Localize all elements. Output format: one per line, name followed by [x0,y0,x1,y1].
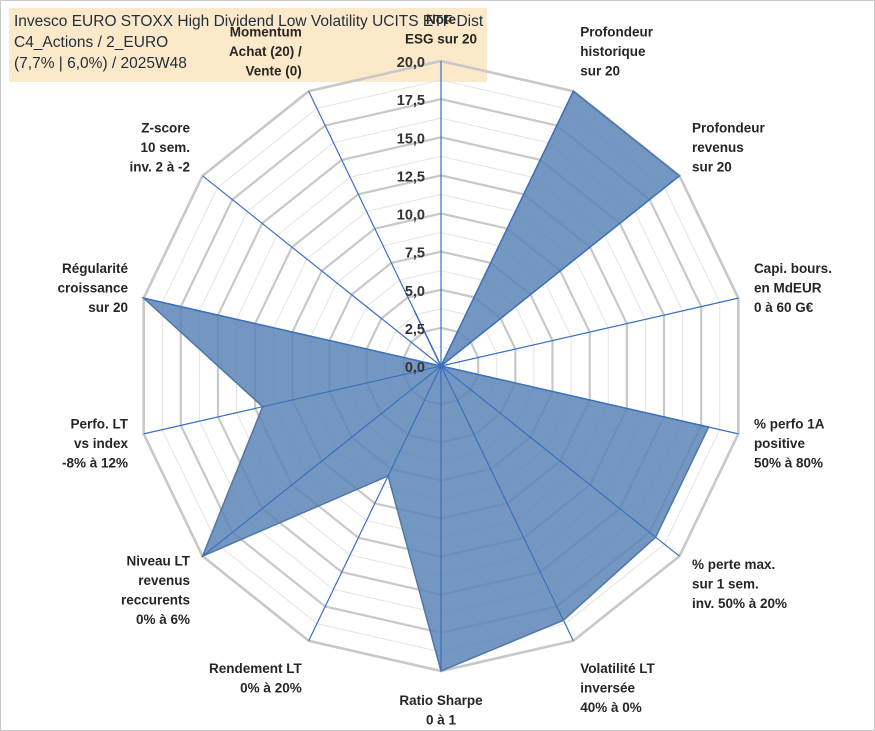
axis-label-line: sur 1 sem. [692,577,759,592]
spoke-line [308,90,442,367]
axis-label: Z-score 10 sem. inv. 2 à -2 [130,120,191,174]
axis-label: Profondeur revenus sur 20 [692,120,765,174]
axis-label-line: 0 à 60 G€ [754,300,814,315]
axis-label-line: sur 20 [692,159,732,174]
axis-label-line: vs index [74,436,129,451]
axis-label-line: reccurents [121,592,190,607]
tick-label: 20,0 [397,55,425,71]
axis-label-line: sur 20 [580,63,620,78]
axis-label-line: 0% à 6% [136,612,190,627]
spokes [143,61,739,671]
tick-label: 12,5 [397,169,425,185]
axis-label-line: % perte max. [692,557,775,572]
axis-label: Régularité croissance sur 20 [58,261,129,315]
axis-label-line: % perfo 1A [754,417,825,432]
axis-label-line: Perfo. LT [71,417,129,432]
axis-label: Note ESG sur 20 [405,12,477,47]
axis-label-line: inv. 50% à 20% [692,596,787,611]
chart-title: Invesco EURO STOXX High Dividend Low Vol… [14,11,483,74]
title-line-1: Invesco EURO STOXX High Dividend Low Vol… [14,13,484,30]
spoke-line [440,297,739,367]
axis-label-line: sur 20 [88,300,128,315]
spoke-line [440,365,680,557]
axis-label-line: Niveau LT [127,553,191,568]
spoke-line [440,365,574,642]
axis-label: Niveau LT revenus reccurents 0% à 6% [121,553,191,627]
tick-label: 15,0 [397,131,425,147]
tick-label: 17,5 [397,93,425,109]
spoke-line [143,297,442,367]
axis-label-line: Momentum [230,24,302,39]
axis-label-line: Régularité [62,261,129,276]
axis-label-line: positive [754,436,806,451]
axis-label: % perfo 1A positive 50% à 80% [754,417,825,471]
axis-label-line: Achat (20) / [229,44,302,59]
axis-label: Rendement LT 0% à 20% [209,661,303,696]
spoke-line [202,365,442,557]
axis-label-line: 10 sem. [140,140,190,155]
spoke-line [143,365,442,435]
axis-label-line: 0 à 1 [426,713,457,728]
tick-labels: 0,0 2,5 5,0 7,5 10,0 12,5 15,0 17,5 20,0 [397,55,425,376]
axis-label-line: 50% à 80% [754,456,823,471]
axis-label-line: -8% à 12% [62,456,128,471]
axis-label-line: Capi. bours. [754,261,832,276]
title-line-3: (7,7% | 6,0%) / 2025W48 [14,55,187,72]
axis-label-line: Rendement LT [209,661,303,676]
axis-label-line: Vente (0) [245,63,301,78]
axis-label: Momentum Achat (20) / Vente (0) [229,24,302,78]
axis-label-line: Ratio Sharpe [399,693,483,708]
axis-label-line: Volatilité LT [580,661,655,676]
axis-label: Ratio Sharpe 0 à 1 [399,693,483,728]
axis-label-line: 0% à 20% [240,681,302,696]
spoke-line [440,175,680,367]
axis-label-line: revenus [138,573,190,588]
axis-label-line: croissance [58,280,129,295]
axis-label: Profondeur historique sur 20 [580,24,653,78]
axis-label: Perfo. LT vs index -8% à 12% [62,417,129,471]
spoke-line [440,90,574,367]
axis-label-line: historique [580,44,646,59]
tick-label: 0,0 [405,360,425,376]
axis-label: % perte max. sur 1 sem. inv. 50% à 20% [692,557,787,611]
tick-label: 5,0 [405,284,425,300]
axis-label: Capi. bours. en MdEUR 0 à 60 G€ [754,261,832,315]
axis-label-line: en MdEUR [754,280,822,295]
axis-label-line: Note [426,12,456,27]
title-line-2: C4_Actions / 2_EURO [14,34,169,51]
axis-label-line: Z-score [141,120,190,135]
axis-labels: Note ESG sur 20 Profondeur historique sur 20… [58,12,832,728]
tick-label: 2,5 [405,322,425,338]
axis-label-line: Profondeur [580,24,653,39]
axis-label: Volatilité LT inversée 40% à 0% [580,661,655,715]
tick-label: 7,5 [405,246,425,262]
axis-label-line: 40% à 0% [580,700,642,715]
spoke-line [440,365,739,435]
axis-label-line: inv. 2 à -2 [130,159,191,174]
spoke-line [202,175,442,367]
axis-label-line: ESG sur 20 [405,32,477,47]
spoke-line [308,365,442,642]
axis-label-line: inversée [580,681,635,696]
tick-label: 10,0 [397,208,425,224]
axis-label-line: Profondeur [692,120,765,135]
axis-label-line: revenus [692,140,744,155]
